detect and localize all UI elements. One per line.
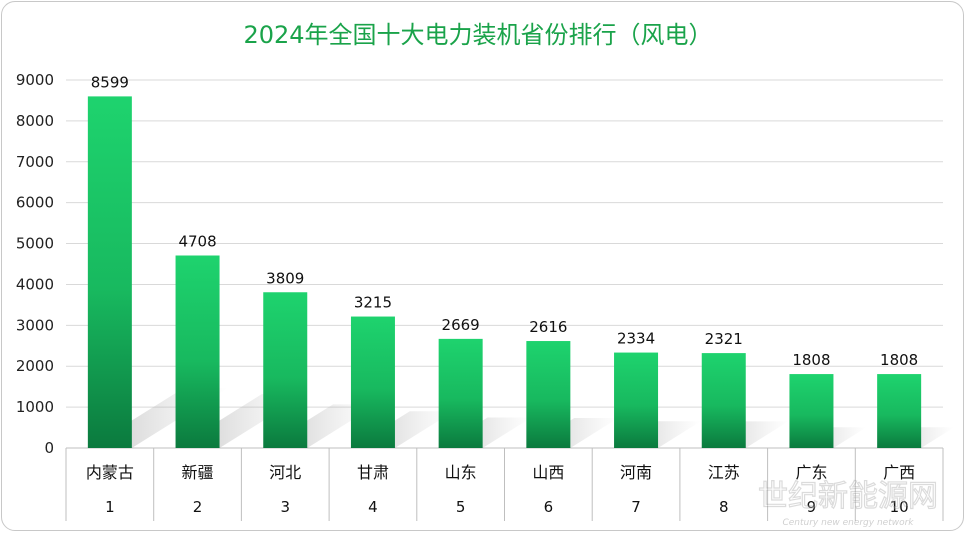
y-tick-label: 6000	[16, 194, 54, 212]
x-rank-label: 9	[807, 498, 817, 516]
bars	[87, 96, 922, 448]
data-label: 2321	[705, 330, 743, 348]
x-category-label: 广西	[883, 463, 915, 482]
x-rank-label: 10	[890, 498, 909, 516]
bar-5	[438, 338, 483, 448]
data-label: 1808	[880, 351, 918, 369]
data-label: 2669	[442, 316, 480, 334]
x-rank-label: 2	[193, 498, 203, 516]
bar-1	[87, 96, 132, 448]
y-tick-label: 7000	[16, 153, 54, 171]
x-category-label: 江苏	[708, 463, 740, 482]
x-category-label: 河北	[269, 463, 301, 482]
y-tick-label: 2000	[16, 357, 54, 375]
y-tick-label: 3000	[16, 316, 54, 334]
x-rank-label: 7	[631, 498, 641, 516]
x-rank-label: 4	[368, 498, 378, 516]
y-tick-label: 1000	[16, 398, 54, 416]
x-category-label: 山西	[532, 463, 564, 482]
data-labels: 8599 4708 3809 3215 2669 2616 2334 2321 1808 1808	[91, 73, 918, 369]
bar-2	[175, 255, 220, 448]
bar-3	[263, 292, 308, 448]
data-label: 3215	[354, 294, 392, 312]
watermark: 世纪新能源网 Century new energy network	[757, 478, 938, 528]
watermark-text: 世纪新能源网	[758, 479, 938, 514]
x-category-label: 甘肃	[357, 463, 389, 482]
chart-title: 2024年全国十大电力装机省份排行（风电）	[243, 21, 712, 49]
x-category-label: 内蒙古	[86, 463, 134, 482]
bar-4	[350, 316, 395, 448]
watermark-subtext: Century new energy network	[782, 518, 914, 528]
bar-10	[877, 374, 922, 448]
y-tick-label: 8000	[16, 112, 54, 130]
x-rank-label: 3	[280, 498, 290, 516]
x-rank-label: 5	[456, 498, 466, 516]
data-label: 4708	[178, 232, 216, 250]
bar-8	[701, 353, 746, 448]
x-category-label: 新疆	[182, 463, 214, 482]
bar-9	[789, 374, 834, 448]
y-tick-label: 0	[44, 439, 54, 457]
data-label: 8599	[91, 73, 129, 91]
bar-7	[614, 352, 659, 448]
x-rank-label: 6	[544, 498, 554, 516]
x-axis-categories: 内蒙古 1 新疆 2 河北 3 甘肃 4 山东 5 山西 6 河南 7 江苏 8 广东 9 广西 10	[86, 463, 915, 516]
x-category-label: 河南	[620, 463, 652, 482]
data-label: 3809	[266, 269, 304, 287]
y-tick-label: 4000	[16, 275, 54, 293]
y-tick-label: 9000	[16, 71, 54, 89]
y-axis-ticks: 0 1000 2000 3000 4000 5000 6000 7000 8000 9000	[16, 71, 54, 457]
y-tick-label: 5000	[16, 235, 54, 253]
x-rank-label: 8	[719, 498, 729, 516]
data-label: 2334	[617, 330, 655, 348]
x-category-label: 山东	[445, 463, 477, 482]
data-label: 1808	[792, 351, 830, 369]
x-rank-label: 1	[105, 498, 115, 516]
data-label: 2616	[529, 318, 567, 336]
x-category-label: 广东	[795, 463, 827, 482]
bar-6	[526, 341, 571, 448]
